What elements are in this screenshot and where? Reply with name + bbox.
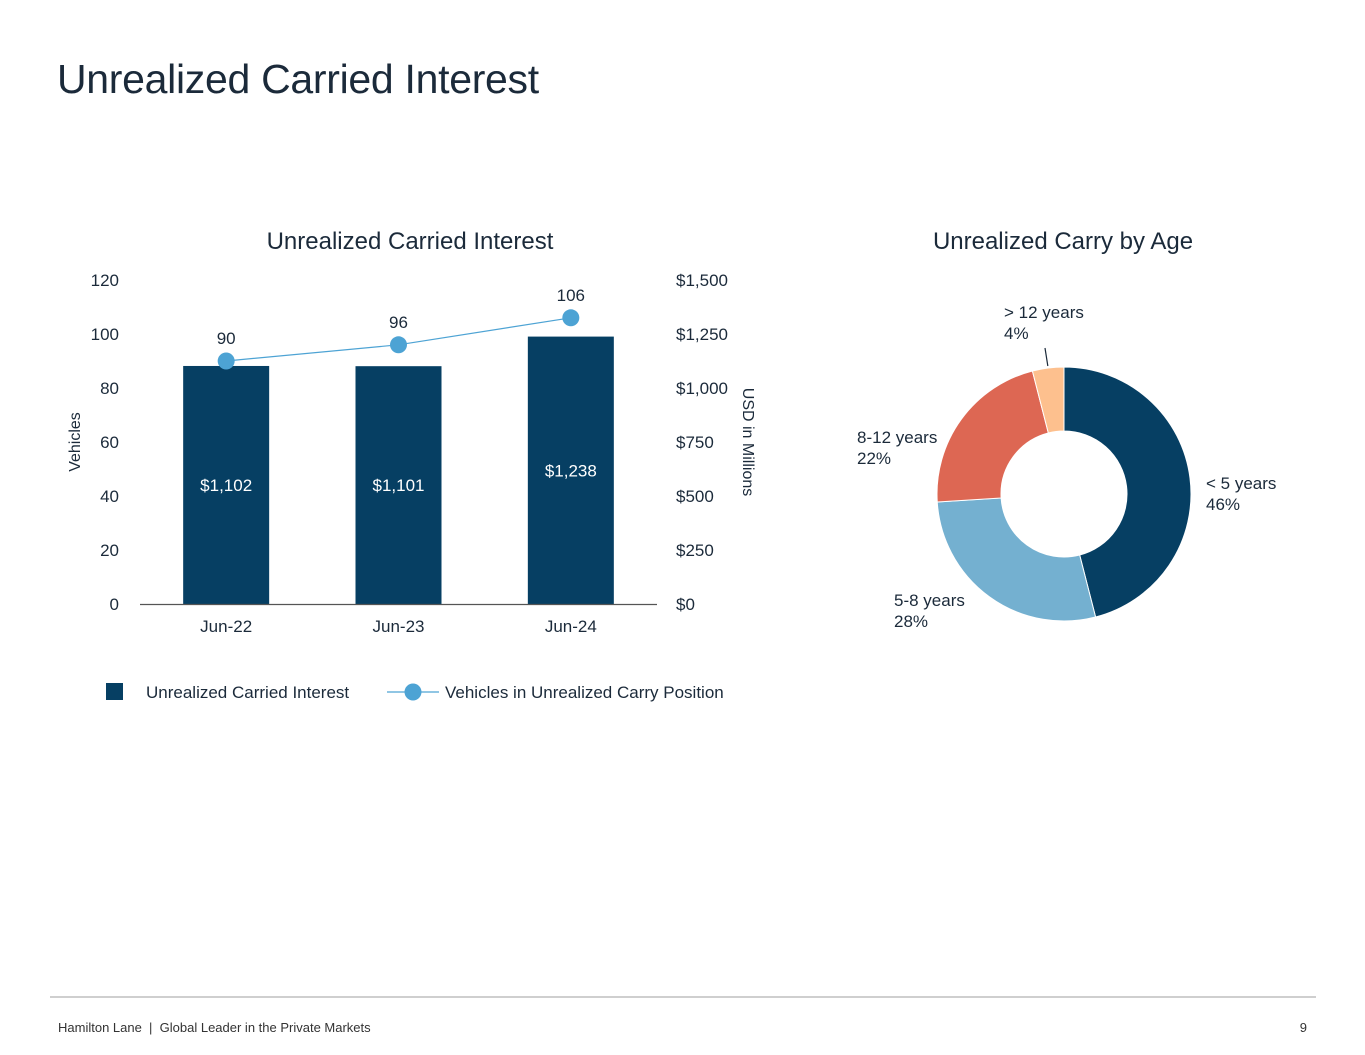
donut-slice-1 xyxy=(936,497,1097,622)
legend-marker-vehicles xyxy=(404,683,422,701)
right-axis-tick-label: $500 xyxy=(676,487,714,506)
vehicles-point xyxy=(562,309,580,327)
donut-leader-line xyxy=(1044,347,1049,367)
vehicles-point xyxy=(390,336,407,354)
left-axis-tick-label: 60 xyxy=(100,433,119,452)
left-axis-tick-label: 20 xyxy=(100,541,119,560)
vehicles-point xyxy=(217,352,235,370)
bar-value-label: $1,238 xyxy=(545,461,597,480)
bar-value-label: $1,102 xyxy=(200,476,252,495)
page-title: Unrealized Carried Interest xyxy=(57,56,539,102)
right-axis-tick-label: $1,500 xyxy=(676,271,728,290)
right-axis-title: USD in Millions xyxy=(739,388,756,496)
x-axis-tick-label: Jun-22 xyxy=(200,617,252,636)
donut-label-percent: 28% xyxy=(894,612,928,631)
bar-jun-22 xyxy=(183,365,270,604)
x-axis-tick-label: Jun-24 xyxy=(545,617,597,636)
donut-label-percent: 22% xyxy=(857,449,891,468)
legend-swatch-bars xyxy=(106,683,123,700)
footer-text: Hamilton Lane | Global Leader in the Pri… xyxy=(58,1020,371,1035)
legend-label-vehicles: Vehicles in Unrealized Carry Position xyxy=(445,683,724,702)
left-axis-tick-label: 100 xyxy=(91,325,119,344)
right-axis-tick-label: $1,250 xyxy=(676,325,728,344)
donut-chart-title: Unrealized Carry by Age xyxy=(932,228,1194,255)
donut-chart: < 5 years 46% 5-8 years 28% 8-12 years 22% > 1… xyxy=(857,303,1276,631)
left-axis-tick-label: 0 xyxy=(110,595,119,614)
right-axis-tick-label: $0 xyxy=(676,595,695,614)
donut-label-category: < 5 years xyxy=(1206,474,1276,493)
vehicles-data-label: 96 xyxy=(389,313,408,332)
vehicles-data-label: 106 xyxy=(557,286,585,305)
right-axis-tick-label: $250 xyxy=(676,541,714,560)
vehicles-data-label: 90 xyxy=(217,329,236,348)
donut-label-category: > 12 years xyxy=(1004,303,1084,322)
x-axis-tick-label: Jun-23 xyxy=(373,617,425,636)
donut-label-category: 8-12 years xyxy=(857,428,937,447)
bar-chart: 0 20 40 60 80 100 120 $0 $250 $500 $750 $1,000 $1,25… xyxy=(67,271,756,702)
right-axis-tick-label: $750 xyxy=(676,433,714,452)
donut-label-category: 5-8 years xyxy=(894,591,965,610)
right-axis-tick-label: $1,000 xyxy=(676,379,728,398)
page-number: 9 xyxy=(1299,1020,1307,1035)
footer-divider xyxy=(50,996,1316,998)
left-axis-title: Vehicles xyxy=(67,412,84,472)
donut-label-percent: 4% xyxy=(1004,324,1029,343)
donut-slice-0 xyxy=(1063,366,1192,618)
donut-slice-3 xyxy=(1031,366,1065,434)
donut-label-percent: 46% xyxy=(1206,495,1240,514)
bar-chart-title: Unrealized Carried Interest xyxy=(266,228,554,255)
bar-jun-24 xyxy=(527,336,614,604)
left-axis-tick-label: 40 xyxy=(100,487,119,506)
bar-jun-23 xyxy=(355,366,442,604)
bar-value-label: $1,101 xyxy=(373,476,425,495)
donut-slice-2 xyxy=(936,370,1049,503)
left-axis-tick-label: 120 xyxy=(91,271,119,290)
legend-label-bars: Unrealized Carried Interest xyxy=(146,683,349,702)
left-axis-tick-label: 80 xyxy=(100,379,119,398)
